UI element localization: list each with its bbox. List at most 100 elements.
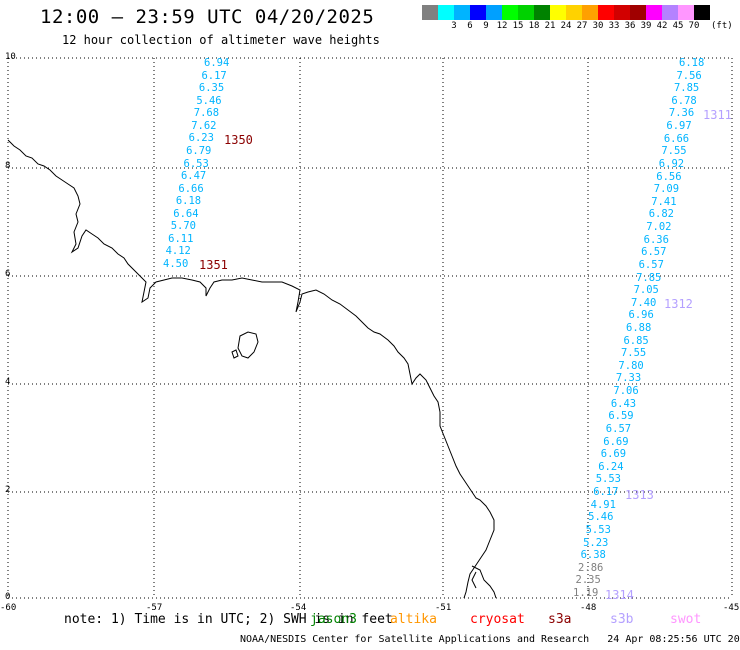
wave-height-value: 6.47 [180, 170, 207, 183]
map-title: 12:00 – 23:59 UTC 04/20/2025 [40, 6, 375, 28]
wave-height-value: 7.85 [636, 271, 662, 284]
colorbar-label: 33 [608, 21, 620, 31]
colorbar-label: 27 [576, 21, 588, 31]
colorbar-swatch [422, 5, 438, 20]
wave-height-value: 7.55 [620, 347, 647, 360]
wave-height-value: 7.02 [646, 221, 672, 234]
wave-height-value: 5.23 [583, 536, 609, 549]
wave-height-value: 5.53 [595, 473, 621, 486]
colorbar-label: 18 [528, 21, 540, 31]
credit-text: NOAA/NESDIS Center for Satellite Applica… [240, 634, 590, 645]
x-tick-label: -51 [435, 603, 452, 613]
colorbar-swatch [550, 5, 566, 20]
colorbar-swatch [454, 5, 470, 20]
wave-height-value: 6.11 [168, 232, 194, 245]
wave-height-value: 6.57 [641, 246, 667, 259]
footer-credit: NOAA/NESDIS Center for Satellite Applica… [240, 634, 740, 645]
y-tick-label: 2 [5, 485, 11, 495]
colorbar-swatch [630, 5, 646, 20]
wave-height-value: 6.18 [679, 57, 705, 69]
colorbar-label: 45 [672, 21, 684, 31]
colorbar-swatch [678, 5, 694, 20]
wave-height-value: 6.57 [605, 422, 632, 435]
wave-height-value: 6.94 [204, 57, 230, 69]
pass-label-1311: 1311 [703, 108, 732, 122]
wave-height-value: 7.36 [668, 107, 695, 120]
y-tick-label: 6 [5, 269, 11, 279]
coastline [7, 139, 497, 599]
y-tick-label: 10 [5, 52, 16, 62]
wave-height-value: 2.86 [578, 561, 604, 574]
wave-height-value: 6.79 [186, 144, 212, 157]
y-tick-label: 8 [5, 161, 11, 171]
pass-label-1350: 1350 [224, 133, 253, 147]
wave-height-value: 6.78 [671, 94, 697, 107]
colorbar-label: 30 [592, 21, 604, 31]
colorbar-label: 9 [483, 21, 489, 31]
colorbar-label: 6 [467, 21, 473, 31]
wave-height-value: 5.46 [196, 94, 222, 107]
wave-height-value: 7.56 [676, 69, 702, 82]
pass-label-1351: 1351 [199, 258, 228, 272]
wave-height-value: 6.24 [598, 460, 624, 473]
colorbar-label: 36 [624, 21, 636, 31]
colorbar-label: 12 [496, 21, 508, 31]
colorbar-label: 42 [656, 21, 668, 31]
colorbar-label: 21 [544, 21, 556, 31]
colorbar-swatch [438, 5, 454, 20]
wave-height-value: 7.06 [613, 385, 639, 398]
wave-height-value: 7.68 [193, 107, 220, 120]
x-tick-label: -54 [290, 603, 307, 613]
wave-height-value: 6.96 [628, 309, 654, 322]
pass-label-1313: 1313 [625, 488, 654, 502]
colorbar-swatch [534, 5, 550, 20]
wave-height-value: 6.23 [188, 132, 214, 145]
wave-height-value: 6.36 [643, 233, 669, 246]
footer-note: note: 1) Time is in UTC; 2) SWH is in fe… [64, 612, 393, 627]
wave-height-value: 6.66 [178, 182, 204, 195]
x-tick-label: -60 [0, 603, 17, 613]
colorbar-swatch [694, 5, 710, 20]
wave-height-value: 6.85 [623, 334, 649, 347]
wave-height-value: 6.56 [656, 170, 682, 183]
wave-height-value: 7.55 [661, 145, 687, 158]
colorbar-label: 3 [451, 21, 457, 31]
wave-height-value: 7.05 [633, 284, 659, 297]
satellite-legend-s3a: s3a [548, 612, 572, 627]
wave-height-value: 7.41 [651, 195, 677, 208]
wave-height-value: 4.50 [163, 258, 189, 270]
satellite-legend-cryosat: cryosat [470, 612, 525, 627]
wave-height-value: 5.70 [170, 220, 196, 233]
wave-height-value: 2.35 [575, 574, 601, 587]
colorbar-swatch [470, 5, 486, 20]
wave-height-value: 6.17 [201, 69, 227, 82]
wave-height-value: 6.17 [593, 486, 619, 499]
colorbar-swatch [502, 5, 518, 20]
colorbar-swatch [582, 5, 598, 20]
wave-height-value: 6.18 [175, 195, 202, 208]
x-tick-label: -57 [146, 603, 163, 613]
wave-height-value: 5.53 [585, 523, 611, 536]
wave-height-value: 7.85 [673, 82, 700, 95]
wave-height-value: 6.66 [663, 132, 690, 145]
wave-height-value: 4.12 [165, 245, 191, 258]
wave-height-value: 6.69 [603, 435, 629, 448]
y-tick-label: 4 [5, 377, 11, 387]
x-tick-label: -48 [580, 603, 597, 613]
wave-height-value: 6.57 [638, 258, 664, 271]
colorbar-swatch [566, 5, 582, 20]
y-tick-label: 0 [5, 592, 11, 602]
credit-timestamp: 24 Apr 08:25:56 UTC 2025 [607, 634, 740, 645]
satellite-legend: jason3 altika cryosat s3a s3b swot [0, 612, 740, 628]
wave-height-value: 6.69 [600, 448, 627, 461]
wave-height-value: 7.80 [618, 359, 644, 372]
wave-height-value: 7.33 [615, 372, 642, 385]
colorbar-label: 70 [688, 21, 700, 31]
wave-height-value: 6.59 [608, 410, 634, 423]
wave-height-value: 6.97 [666, 120, 692, 133]
map-subtitle: 12 hour collection of altimeter wave hei… [62, 33, 380, 47]
colorbar-swatch [598, 5, 614, 20]
colorbar [422, 5, 710, 20]
pass-label-1314: 1314 [605, 588, 634, 602]
